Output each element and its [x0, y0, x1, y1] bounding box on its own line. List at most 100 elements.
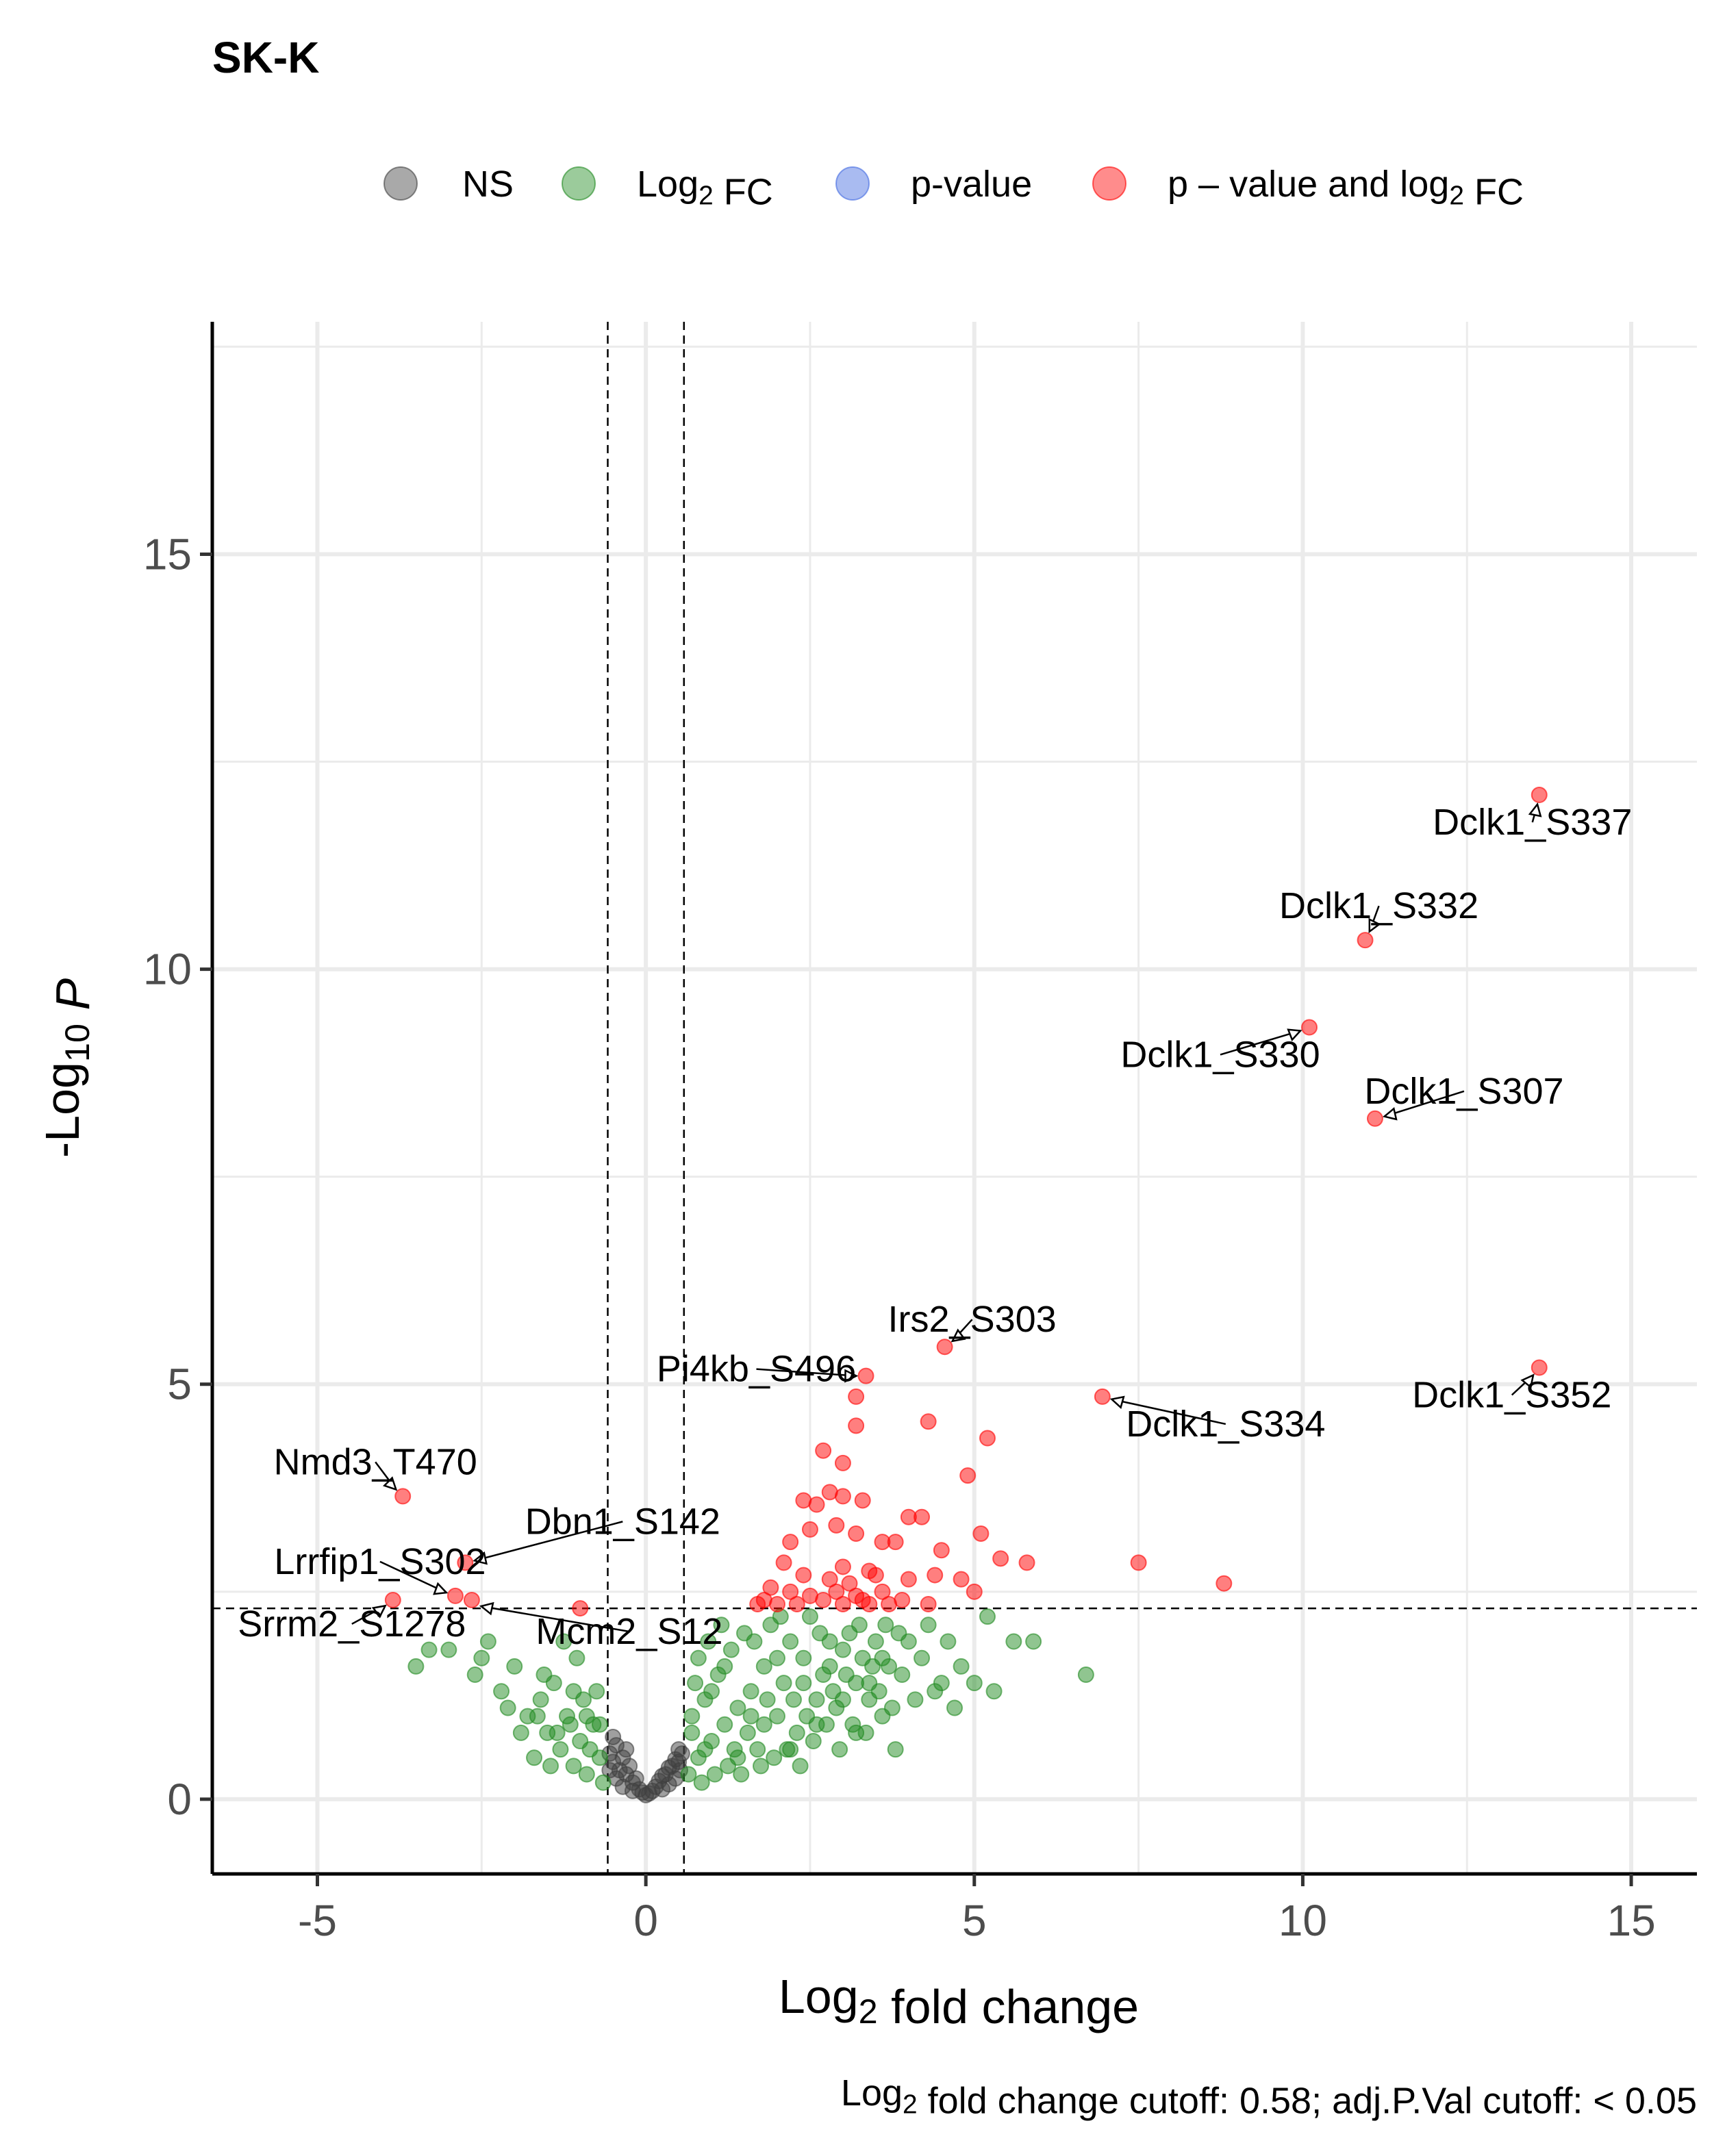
data-point: [808, 1496, 825, 1513]
data-point: [687, 1675, 704, 1692]
data-point: [821, 1658, 838, 1675]
tick-labels: -5 0 5 10 15 0 5 10 15: [143, 529, 1656, 1945]
label-arrowhead: [1368, 917, 1381, 934]
data-point: [914, 1649, 931, 1666]
data-point: [775, 1554, 792, 1571]
data-point: [1005, 1633, 1022, 1650]
point-labels: Dclk1_S337 Dclk1_S332 Dclk1_S330 Dclk1_S307…: [238, 802, 1632, 1652]
point-label: Dclk1_S307: [1364, 1071, 1563, 1112]
data-point: [683, 1708, 701, 1725]
data-point: [690, 1649, 707, 1666]
data-point: [933, 1675, 950, 1692]
data-point: [562, 1716, 579, 1733]
data-point: [729, 1749, 746, 1766]
data-point: [920, 1413, 937, 1430]
point-label: Dbn1_S142: [525, 1501, 720, 1542]
data-point: [549, 1724, 566, 1741]
y-tick-label: 15: [143, 529, 192, 579]
label-connector: [1384, 1090, 1465, 1117]
legend-label: Log2 FC: [637, 164, 773, 213]
data-point: [914, 1508, 931, 1525]
data-point: [696, 1741, 714, 1758]
data-point: [848, 1724, 865, 1741]
data-point: [716, 1658, 733, 1675]
data-point: [815, 1442, 832, 1459]
data-point: [768, 1708, 785, 1725]
data-points: [384, 787, 1548, 1803]
data-point: [788, 1724, 805, 1741]
data-point: [722, 1641, 740, 1658]
data-point: [749, 1741, 766, 1758]
data-point: [742, 1708, 759, 1725]
data-point: [834, 1488, 851, 1505]
label-arrowhead: [1109, 1395, 1125, 1409]
data-point: [834, 1558, 851, 1575]
label-arrowhead: [1382, 1107, 1398, 1121]
data-point: [795, 1675, 812, 1692]
point-label: Mcm2_S12: [536, 1611, 722, 1652]
data-point: [795, 1649, 812, 1666]
data-point: [927, 1567, 944, 1584]
data-point: [795, 1567, 812, 1584]
data-point: [683, 1724, 701, 1741]
legend-label: p-value: [911, 164, 1032, 205]
data-point: [479, 1633, 496, 1650]
data-point: [782, 1741, 799, 1758]
data-point: [703, 1683, 720, 1700]
grid: [212, 322, 1697, 1874]
label-arrowhead: [950, 1328, 966, 1343]
point-label: Irs2_S303: [888, 1299, 1057, 1340]
data-point: [883, 1699, 901, 1716]
data-point: [407, 1658, 425, 1675]
label-connector: [379, 1560, 447, 1594]
data-point: [848, 1525, 865, 1542]
data-point: [526, 1749, 543, 1766]
data-point: [457, 1554, 474, 1571]
y-tick-label: 10: [143, 945, 192, 994]
data-point: [753, 1758, 770, 1775]
data-point: [808, 1716, 825, 1733]
point-label: Dclk1_S334: [1126, 1404, 1325, 1445]
data-point: [654, 1781, 671, 1798]
data-point: [446, 1587, 464, 1604]
data-point: [384, 1591, 401, 1608]
data-point: [966, 1675, 983, 1692]
data-point: [572, 1600, 589, 1617]
data-point: [565, 1758, 582, 1775]
data-point: [618, 1741, 635, 1758]
label-connector: [1111, 1398, 1226, 1425]
data-point: [588, 1683, 605, 1700]
data-point: [785, 1691, 802, 1708]
x-tick-label: -5: [298, 1896, 337, 1945]
data-point: [900, 1571, 917, 1588]
data-point: [568, 1649, 586, 1666]
data-point: [936, 1339, 953, 1356]
x-axis-title: Log2 fold change: [779, 1970, 1139, 2033]
data-point: [1216, 1575, 1233, 1592]
legend-key: [383, 166, 418, 201]
point-label: Dclk1_S332: [1279, 885, 1478, 926]
data-point: [529, 1708, 546, 1725]
data-point: [440, 1641, 457, 1658]
data-point: [746, 1633, 763, 1650]
y-tick-label: 5: [167, 1360, 192, 1409]
data-point: [552, 1741, 569, 1758]
data-point: [420, 1641, 438, 1658]
data-point: [861, 1596, 878, 1613]
data-point: [1077, 1666, 1094, 1684]
x-tick-label: 15: [1607, 1896, 1655, 1945]
data-point: [1357, 932, 1374, 949]
data-point: [979, 1608, 996, 1625]
cutoff-caption: Log2 fold change cutoff: 0.58; adj.P.Val…: [841, 2072, 1697, 2122]
data-point: [966, 1583, 983, 1600]
data-point: [782, 1534, 799, 1551]
data-point: [729, 1699, 746, 1716]
data-point: [555, 1633, 572, 1650]
x-tick-label: 10: [1279, 1896, 1327, 1945]
data-point: [920, 1596, 937, 1613]
data-point: [782, 1633, 799, 1650]
data-point: [578, 1708, 595, 1725]
data-point: [670, 1741, 688, 1758]
data-point: [834, 1691, 851, 1708]
